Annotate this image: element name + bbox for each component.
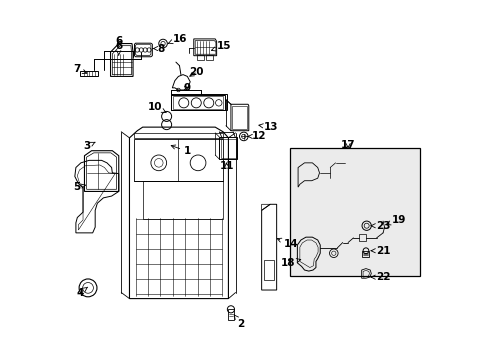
Bar: [264, 260, 274, 280]
Text: 8: 8: [152, 44, 164, 54]
Text: 15: 15: [211, 41, 231, 51]
Text: 4: 4: [76, 287, 87, 297]
Text: 12: 12: [247, 131, 265, 141]
Text: 6: 6: [115, 36, 122, 46]
Text: 11: 11: [219, 161, 233, 171]
Text: 20: 20: [189, 67, 203, 77]
Text: 19: 19: [386, 215, 405, 225]
Text: 1: 1: [171, 145, 191, 157]
Text: 14: 14: [277, 238, 298, 249]
Text: 17: 17: [340, 140, 355, 150]
Text: 22: 22: [370, 272, 389, 282]
Text: 10: 10: [147, 102, 166, 113]
Bar: [362, 251, 368, 257]
Text: 7: 7: [73, 64, 86, 74]
Text: 18: 18: [280, 258, 300, 268]
Text: 5: 5: [74, 182, 85, 192]
Text: 13: 13: [258, 122, 278, 132]
Text: 21: 21: [370, 246, 389, 256]
Text: 9: 9: [183, 83, 190, 93]
Text: 23: 23: [370, 221, 389, 231]
Text: 2: 2: [233, 315, 244, 329]
Text: 6: 6: [115, 41, 122, 55]
Bar: [290, 148, 419, 276]
Bar: [227, 309, 233, 320]
Text: 3: 3: [83, 141, 95, 151]
Text: 16: 16: [168, 34, 186, 44]
